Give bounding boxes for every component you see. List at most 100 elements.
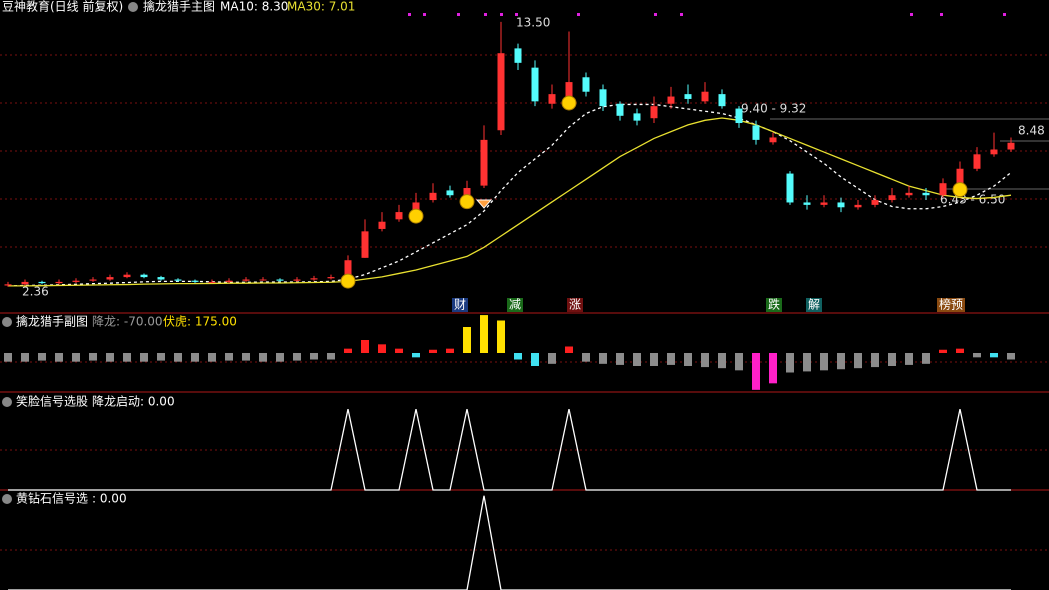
candle-body — [412, 202, 420, 210]
smiley-signal — [340, 273, 356, 289]
candle-body — [157, 277, 165, 280]
candle-body — [463, 188, 471, 196]
dot — [500, 13, 503, 16]
candle-body — [89, 279, 97, 281]
event-label: 榜预 — [939, 297, 963, 312]
event-label: 跌 — [768, 297, 780, 312]
line — [7, 103, 1012, 287]
candle-body — [888, 195, 896, 201]
bar — [55, 353, 63, 362]
candle-body — [803, 202, 811, 205]
bar — [599, 353, 607, 364]
event-box — [806, 298, 822, 312]
candle-body — [429, 192, 437, 201]
bar — [684, 353, 692, 366]
panel-title: 擒龙猎手主图 — [143, 0, 215, 14]
bar — [38, 353, 46, 361]
bar — [72, 353, 80, 362]
annotation: 8.48 - — [1018, 124, 1049, 138]
candle-body — [344, 260, 352, 278]
candle-body — [4, 284, 12, 286]
candle-body — [497, 53, 505, 131]
bar — [157, 353, 165, 361]
bar — [242, 353, 250, 361]
dot — [1003, 13, 1006, 16]
candle-body — [582, 77, 590, 92]
candle-body — [310, 278, 318, 280]
bar — [480, 315, 488, 353]
bar — [191, 353, 199, 362]
dot — [680, 13, 683, 16]
candle-body — [956, 168, 964, 184]
bar — [752, 353, 760, 390]
annotation: 13.50 — [516, 16, 550, 30]
bar — [21, 353, 29, 362]
candle-body — [242, 279, 250, 281]
candle-body — [480, 139, 488, 186]
candle-body — [395, 212, 403, 220]
event-label: 减 — [509, 298, 521, 312]
line — [8, 409, 1011, 491]
bar — [956, 348, 964, 353]
candle-body — [72, 280, 80, 282]
bar — [412, 353, 420, 358]
bar — [140, 353, 148, 362]
candle-body — [208, 281, 216, 283]
panel-toggle[interactable] — [2, 317, 12, 327]
bar — [633, 353, 641, 366]
candle-body — [667, 96, 675, 104]
candle-body — [650, 106, 658, 119]
bar — [378, 344, 386, 353]
bar — [446, 348, 454, 353]
panel-toggle[interactable] — [2, 397, 12, 407]
candle-body — [259, 279, 267, 281]
bar — [276, 353, 284, 362]
bar — [701, 353, 709, 368]
bar — [786, 353, 794, 373]
dot — [910, 13, 913, 16]
bar — [1007, 353, 1015, 360]
event-box — [766, 298, 782, 312]
candle-body — [922, 192, 930, 196]
panel-toggle[interactable] — [2, 494, 12, 504]
event-label: 涨 — [569, 297, 581, 312]
smiley-signal — [561, 95, 577, 111]
indicator-label: 降龙启动: 0.00 — [92, 395, 175, 409]
bar — [905, 353, 913, 365]
candle-body — [871, 200, 879, 205]
indicator-label: 降龙: -70.00 — [92, 315, 163, 329]
dot — [577, 13, 580, 16]
candle-body — [939, 183, 947, 196]
candle-body — [174, 279, 182, 281]
panel-toggle[interactable] — [128, 2, 138, 12]
event-box — [937, 298, 965, 312]
ma-label: MA30: 7.01 — [287, 0, 355, 14]
candle-body — [718, 94, 726, 107]
candle-body — [225, 280, 233, 282]
bar — [514, 353, 522, 360]
candle-body — [973, 154, 981, 169]
bar — [395, 348, 403, 353]
bar — [259, 353, 267, 362]
bar — [650, 353, 658, 366]
bar — [667, 353, 675, 365]
bar — [327, 353, 335, 360]
line — [8, 117, 1012, 287]
candle-body — [191, 280, 199, 282]
event-label: 财 — [454, 298, 466, 312]
indicator-label: : 0.00 — [92, 492, 127, 506]
bar — [939, 349, 947, 353]
candle-body — [820, 202, 828, 205]
dot — [654, 13, 657, 16]
top-dots — [408, 13, 1006, 16]
bar — [106, 353, 114, 362]
indicator-label: 伏虎: 175.00 — [163, 315, 237, 329]
bar — [344, 348, 352, 353]
panel-title: 笑脸信号选股 — [16, 394, 88, 409]
bar — [973, 353, 981, 358]
dot — [457, 13, 460, 16]
candle-body — [854, 204, 862, 208]
bar — [616, 353, 624, 365]
bar — [990, 353, 998, 358]
